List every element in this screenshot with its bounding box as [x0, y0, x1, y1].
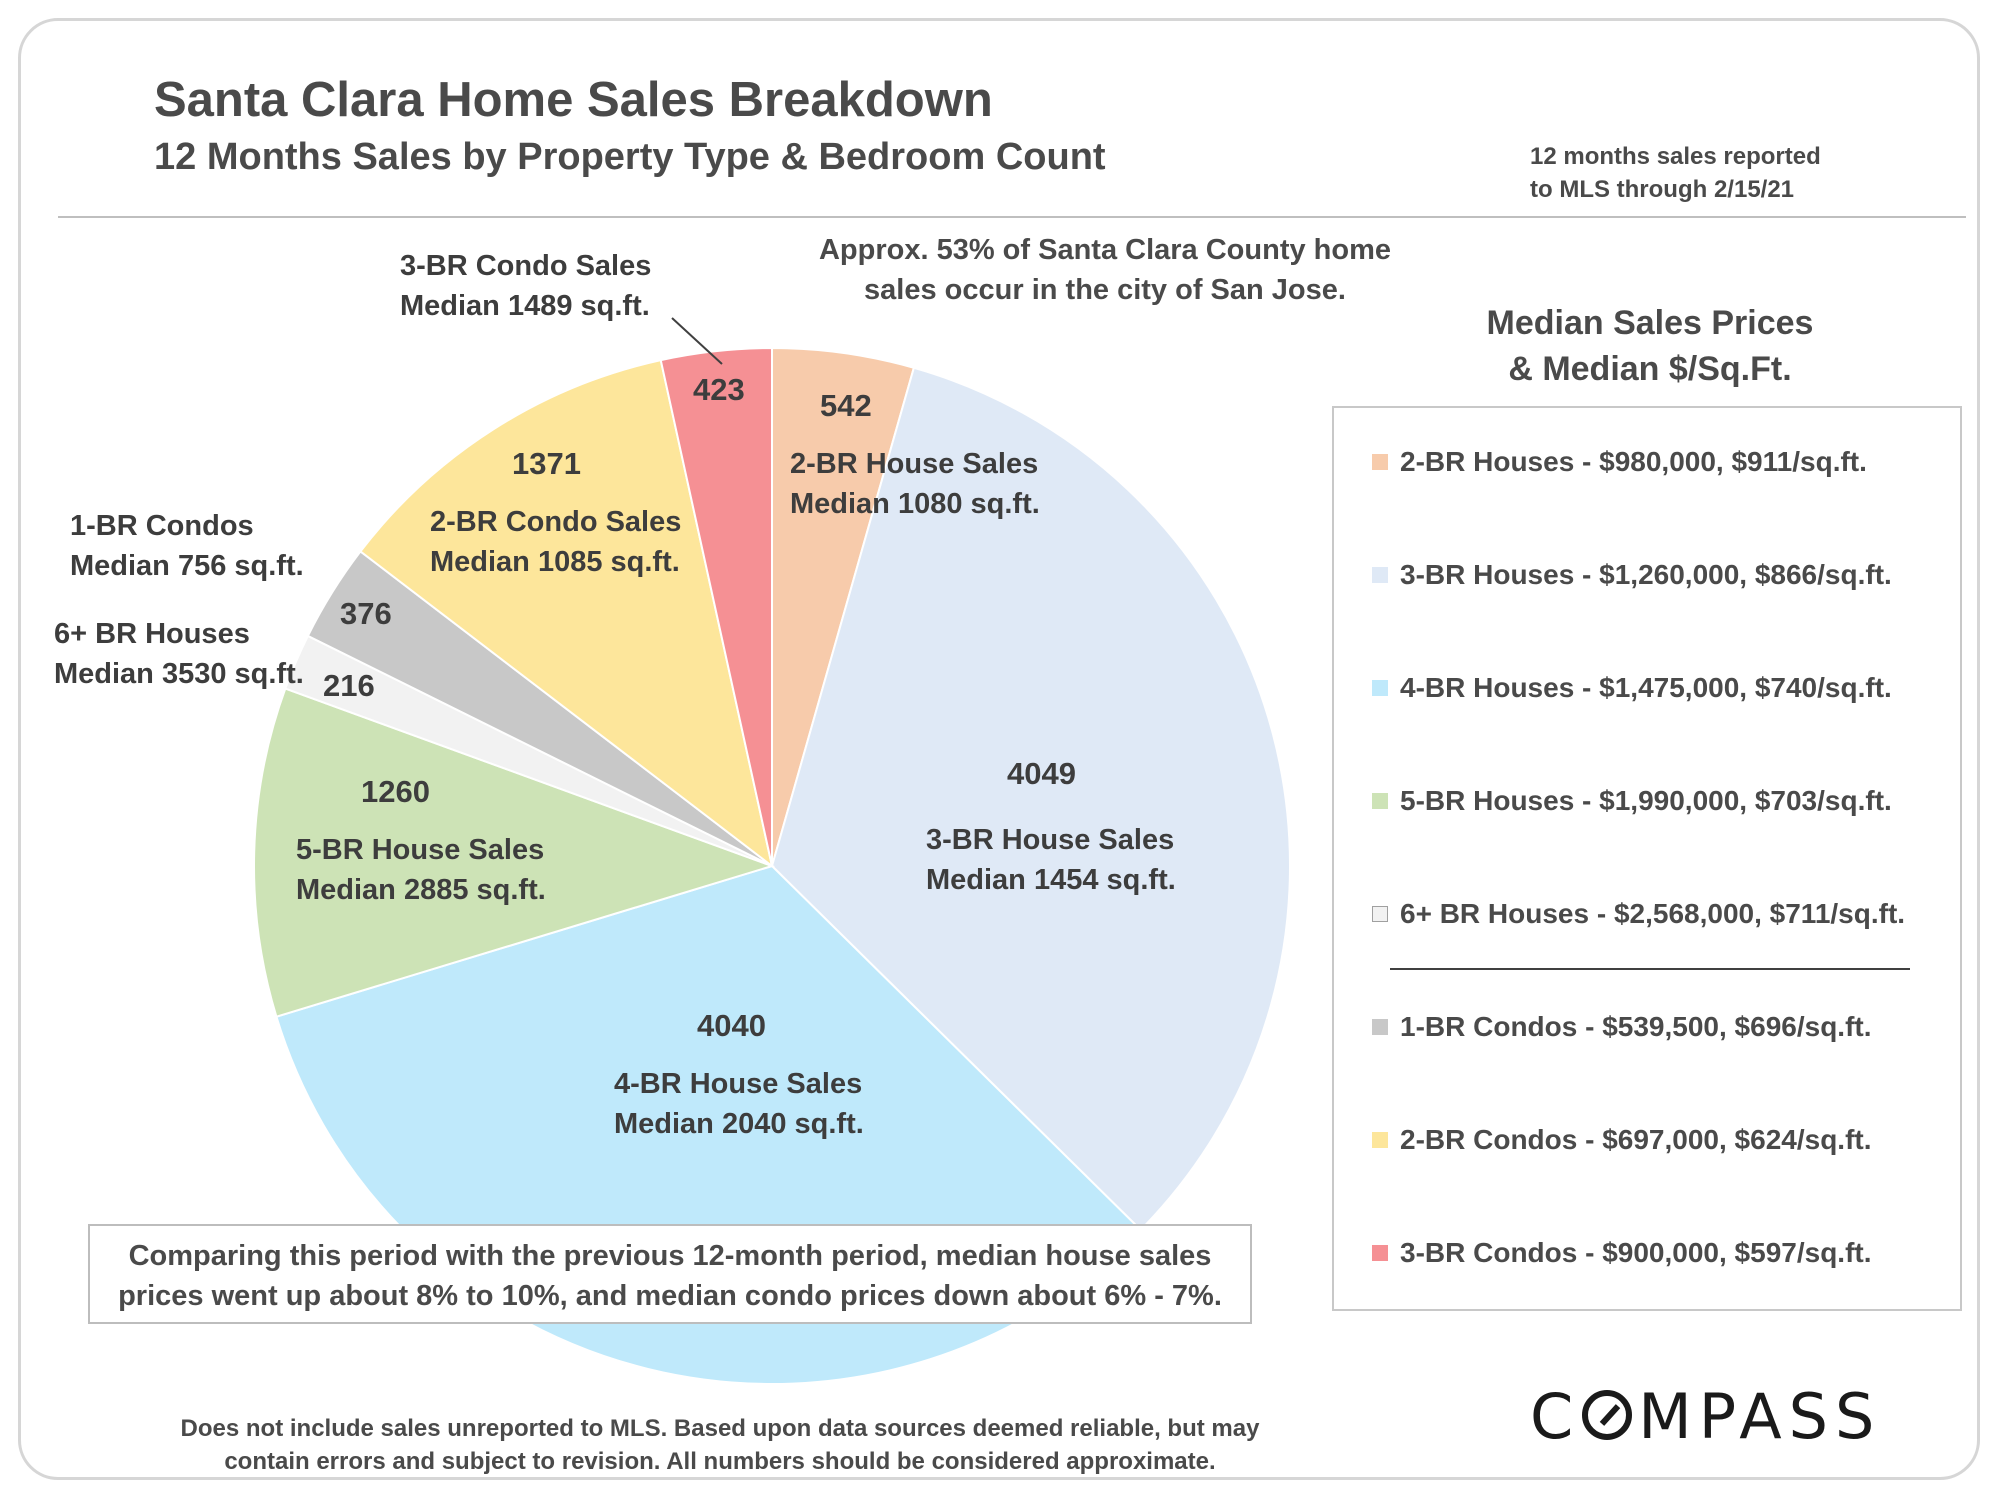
- slice-desc-5br-houses-line-1: 5-BR House Sales: [296, 834, 545, 866]
- report-date-note: 12 months sales reported to MLS through …: [1530, 140, 1860, 206]
- san-jose-note-line-1: Approx. 53% of Santa Clara County home: [818, 234, 1392, 266]
- slice-desc-3br-condos-line-1: 3-BR Condo Sales: [400, 250, 652, 282]
- legend-swatch: [1372, 906, 1388, 922]
- slice-count-5br-houses: 1260: [361, 774, 430, 809]
- slice-count-2br-houses: 542: [820, 388, 872, 423]
- chart-card: [18, 18, 1980, 1480]
- legend-swatch: [1372, 680, 1388, 696]
- compass-o-icon: [1582, 1390, 1633, 1440]
- slice-count-3br-condos: 423: [693, 372, 745, 407]
- slice-count-6br-houses: 216: [323, 668, 375, 703]
- comparison-note-line-1: Comparing this period with the previous …: [128, 1240, 1212, 1272]
- legend-swatch: [1372, 454, 1388, 470]
- pie-slice-3-br-houses: [770, 366, 1291, 1232]
- slice-desc-1br-condos-line-2: Median 756 sq.ft.: [70, 550, 304, 582]
- slice-desc-3br-houses: 3-BR House Sales Median 1454 sq.ft.: [926, 820, 1176, 900]
- slice-desc-2br-houses-line-2: Median 1080 sq.ft.: [790, 488, 1040, 520]
- legend-item-5br-houses: 5-BR Houses - $1,990,000, $703/sq.ft.: [1372, 781, 1892, 821]
- chart-subtitle: 12 Months Sales by Property Type & Bedro…: [154, 136, 1106, 178]
- slice-desc-4br-houses-line-2: Median 2040 sq.ft.: [614, 1108, 864, 1140]
- legend-item-1br-condos: 1-BR Condos - $539,500, $696/sq.ft.: [1372, 1007, 1872, 1047]
- legend-label: 2-BR Condos - $697,000, $624/sq.ft.: [1400, 1124, 1872, 1155]
- legend-swatch: [1372, 1132, 1388, 1148]
- slice-desc-3br-condos: 3-BR Condo Sales Median 1489 sq.ft.: [400, 246, 651, 326]
- legend-swatch: [1372, 793, 1388, 809]
- slice-desc-5br-houses: 5-BR House Sales Median 2885 sq.ft.: [296, 830, 546, 910]
- san-jose-note: Approx. 53% of Santa Clara County home s…: [780, 230, 1430, 310]
- san-jose-note-line-2: sales occur in the city of San Jose.: [864, 274, 1346, 306]
- slice-desc-5br-houses-line-2: Median 2885 sq.ft.: [296, 874, 546, 906]
- legend-swatch: [1372, 1245, 1388, 1261]
- comparison-note: Comparing this period with the previous …: [88, 1224, 1252, 1324]
- legend-title-line-1: Median Sales Prices: [1486, 304, 1814, 342]
- slice-desc-6br-houses-line-2: Median 3530 sq.ft.: [54, 658, 304, 690]
- slice-count-3br-houses: 4049: [1007, 756, 1076, 791]
- slice-count-2br-condos: 1371: [512, 446, 581, 481]
- slice-desc-6br-houses-line-1: 6+ BR Houses: [54, 618, 250, 650]
- chart-title: Santa Clara Home Sales Breakdown: [154, 73, 993, 127]
- slice-desc-3br-houses-line-1: 3-BR House Sales: [926, 824, 1175, 856]
- comparison-note-line-2: prices went up about 8% to 10%, and medi…: [118, 1280, 1222, 1312]
- disclaimer-line-2: contain errors and subject to revision. …: [224, 1448, 1216, 1475]
- slice-desc-4br-houses-line-1: 4-BR House Sales: [614, 1068, 863, 1100]
- compass-logo: C MPASS: [1530, 1380, 1881, 1453]
- report-date-line-1: 12 months sales reported: [1530, 143, 1821, 170]
- legend-item-2br-condos: 2-BR Condos - $697,000, $624/sq.ft.: [1372, 1120, 1872, 1160]
- legend-title-line-2: & Median $/Sq.Ft.: [1508, 350, 1792, 388]
- disclaimer-line-1: Does not include sales unreported to MLS…: [180, 1415, 1260, 1442]
- slice-desc-1br-condos-line-1: 1-BR Condos: [70, 510, 254, 542]
- pie-slice-3-br-condos: [659, 346, 773, 867]
- legend-swatch: [1372, 567, 1388, 583]
- legend-label: 1-BR Condos - $539,500, $696/sq.ft.: [1400, 1011, 1872, 1042]
- legend-label: 3-BR Condos - $900,000, $597/sq.ft.: [1400, 1237, 1872, 1268]
- legend-item-6br-houses: 6+ BR Houses - $2,568,000, $711/sq.ft.: [1372, 894, 1905, 934]
- slice-desc-3br-houses-line-2: Median 1454 sq.ft.: [926, 864, 1176, 896]
- slice-desc-3br-condos-line-2: Median 1489 sq.ft.: [400, 290, 650, 322]
- legend-label: 5-BR Houses - $1,990,000, $703/sq.ft.: [1400, 785, 1892, 816]
- slice-desc-2br-condos: 2-BR Condo Sales Median 1085 sq.ft.: [430, 502, 681, 582]
- legend-label: 2-BR Houses - $980,000, $911/sq.ft.: [1400, 446, 1867, 477]
- logo-text-pre: C: [1530, 1380, 1581, 1453]
- legend-item-4br-houses: 4-BR Houses - $1,475,000, $740/sq.ft.: [1372, 668, 1892, 708]
- pie-slice-2-br-condos: [359, 358, 774, 869]
- slice-desc-2br-houses-line-1: 2-BR House Sales: [790, 448, 1039, 480]
- slice-count-1br-condos: 376: [340, 596, 392, 631]
- legend-label: 6+ BR Houses - $2,568,000, $711/sq.ft.: [1400, 898, 1906, 929]
- slice-count-4br-houses: 4040: [697, 1008, 766, 1043]
- slice-desc-1br-condos: 1-BR Condos Median 756 sq.ft.: [70, 506, 304, 586]
- leader-line-3br-condos: [671, 317, 723, 365]
- legend-swatch: [1372, 1019, 1388, 1035]
- legend-item-2br-houses: 2-BR Houses - $980,000, $911/sq.ft.: [1372, 442, 1867, 482]
- slice-desc-2br-condos-line-2: Median 1085 sq.ft.: [430, 546, 680, 578]
- disclaimer: Does not include sales unreported to MLS…: [130, 1412, 1310, 1478]
- legend-item-3br-condos: 3-BR Condos - $900,000, $597/sq.ft.: [1372, 1233, 1872, 1273]
- legend-item-3br-houses: 3-BR Houses - $1,260,000, $866/sq.ft.: [1372, 555, 1892, 595]
- logo-text-post: MPASS: [1638, 1380, 1882, 1453]
- legend-divider: [1390, 968, 1910, 970]
- slice-desc-4br-houses: 4-BR House Sales Median 2040 sq.ft.: [614, 1064, 864, 1144]
- legend-box: 2-BR Houses - $980,000, $911/sq.ft. 3-BR…: [1332, 406, 1962, 1311]
- slice-desc-2br-houses: 2-BR House Sales Median 1080 sq.ft.: [790, 444, 1040, 524]
- pie-slice-5-br-houses: [253, 687, 776, 1018]
- header-divider: [58, 216, 1966, 218]
- slice-desc-2br-condos-line-1: 2-BR Condo Sales: [430, 506, 682, 538]
- legend-title: Median Sales Prices & Median $/Sq.Ft.: [1440, 300, 1860, 392]
- legend-label: 3-BR Houses - $1,260,000, $866/sq.ft.: [1400, 559, 1892, 590]
- slice-desc-6br-houses: 6+ BR Houses Median 3530 sq.ft.: [54, 614, 304, 694]
- legend-label: 4-BR Houses - $1,475,000, $740/sq.ft.: [1400, 672, 1892, 703]
- report-date-line-2: to MLS through 2/15/21: [1530, 176, 1795, 203]
